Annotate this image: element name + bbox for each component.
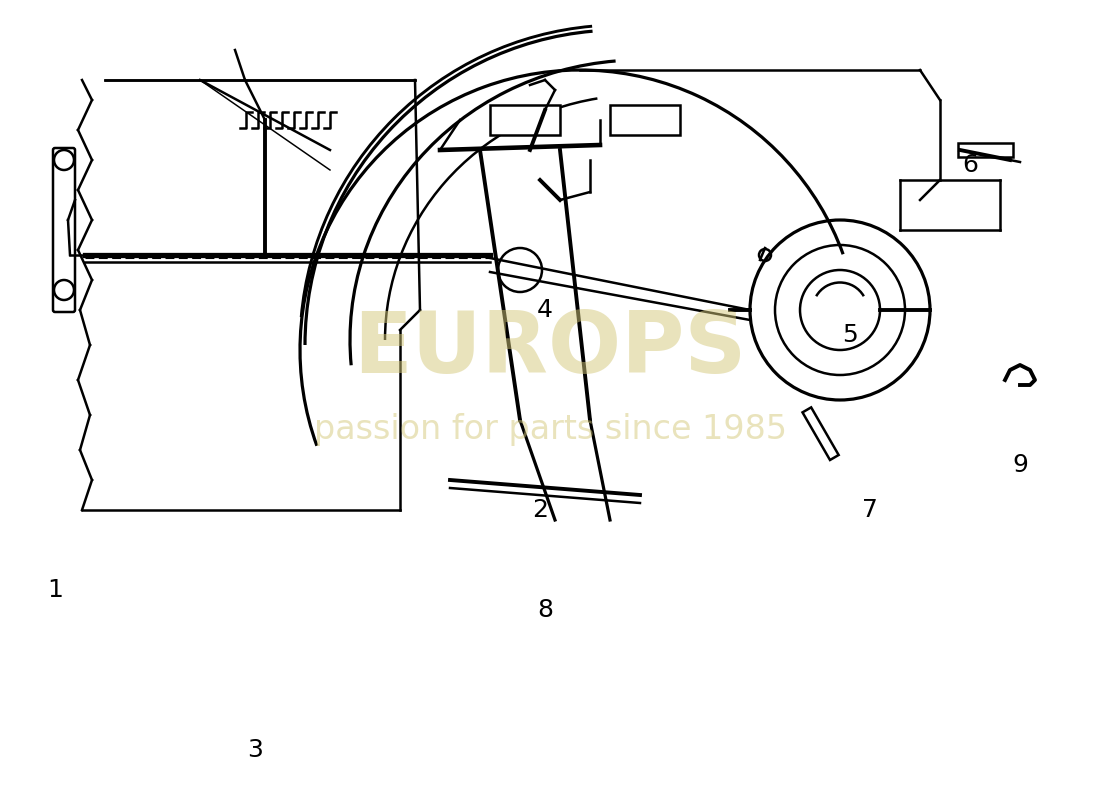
Text: 2: 2 xyxy=(532,498,548,522)
Bar xyxy=(610,105,680,135)
Text: 6: 6 xyxy=(962,153,978,177)
FancyBboxPatch shape xyxy=(53,148,75,312)
Text: passion for parts since 1985: passion for parts since 1985 xyxy=(314,414,786,446)
Text: 4: 4 xyxy=(537,298,553,322)
Text: 8: 8 xyxy=(537,598,553,622)
Text: 1: 1 xyxy=(47,578,63,602)
Bar xyxy=(490,105,560,135)
Text: 9: 9 xyxy=(1012,453,1027,477)
Text: 5: 5 xyxy=(843,323,858,347)
Bar xyxy=(958,143,1013,157)
Text: 3: 3 xyxy=(248,738,263,762)
Text: EUROPS: EUROPS xyxy=(353,309,747,391)
Bar xyxy=(803,407,838,460)
Text: 7: 7 xyxy=(862,498,878,522)
